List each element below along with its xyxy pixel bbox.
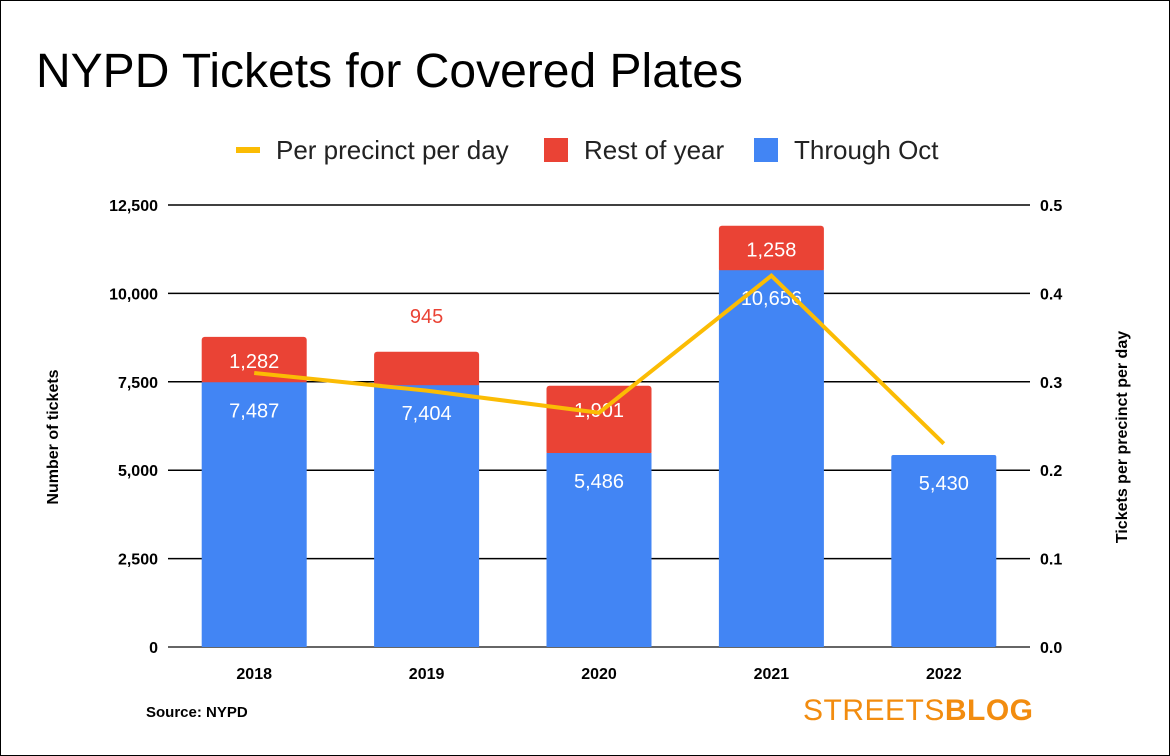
data-label-rest-of-year: 1,282 bbox=[229, 351, 279, 373]
legend-label: Rest of year bbox=[584, 135, 725, 165]
y2-tick-label: 0.2 bbox=[1040, 463, 1062, 480]
legend-swatch-line bbox=[236, 147, 260, 153]
x-tick-label: 2021 bbox=[754, 666, 790, 683]
data-label-rest-of-year: 1,258 bbox=[746, 240, 796, 262]
y2-tick-label: 0.1 bbox=[1040, 552, 1062, 569]
y-tick-label: 10,000 bbox=[109, 286, 158, 303]
y-tick-label: 0 bbox=[149, 640, 158, 657]
data-label-rest-of-year: 945 bbox=[410, 306, 443, 328]
legend-label: Through Oct bbox=[794, 135, 939, 165]
data-label-through-oct: 5,486 bbox=[574, 471, 624, 493]
y2-tick-label: 0.5 bbox=[1040, 198, 1062, 215]
bar-through-oct bbox=[891, 454, 997, 647]
logo-part2: BLOG bbox=[944, 694, 1034, 727]
data-label-through-oct: 7,487 bbox=[229, 400, 279, 422]
y-tick-label: 7,500 bbox=[118, 375, 158, 392]
bar-through-oct bbox=[546, 453, 652, 647]
data-label-through-oct: 5,430 bbox=[919, 473, 969, 495]
legend-label: Per precinct per day bbox=[276, 135, 509, 165]
data-label-through-oct: 7,404 bbox=[402, 403, 452, 425]
source-note: Source: NYPD bbox=[146, 704, 248, 721]
bar-rest-of-year bbox=[201, 336, 307, 385]
x-tick-label: 2019 bbox=[409, 666, 445, 683]
y2-tick-label: 0.3 bbox=[1040, 375, 1062, 392]
y2-tick-label: 0.0 bbox=[1040, 640, 1062, 657]
y-tick-label: 5,000 bbox=[118, 463, 158, 480]
x-tick-label: 2018 bbox=[236, 666, 272, 683]
bar-through-oct bbox=[374, 385, 480, 647]
bar-rest-of-year bbox=[718, 225, 824, 273]
y-tick-label: 2,500 bbox=[118, 552, 158, 569]
bar-rest-of-year bbox=[546, 385, 652, 456]
y-tick-label: 12,500 bbox=[109, 198, 158, 215]
y2-axis-label: Tickets per precinct per day bbox=[1114, 331, 1131, 543]
streetsblog-logo: STREETSBLOG bbox=[803, 694, 1034, 728]
x-tick-label: 2022 bbox=[926, 666, 962, 683]
bar-through-oct bbox=[201, 382, 307, 647]
bar-through-oct bbox=[718, 270, 824, 647]
x-tick-label: 2020 bbox=[581, 666, 617, 683]
y2-tick-label: 0.4 bbox=[1040, 286, 1062, 303]
bar-rest-of-year bbox=[374, 351, 480, 388]
data-label-through-oct: 10,656 bbox=[741, 288, 802, 310]
legend-swatch-through bbox=[754, 138, 778, 162]
logo-part1: STREETS bbox=[803, 694, 945, 727]
chart-title: NYPD Tickets for Covered Plates bbox=[36, 45, 743, 98]
y-axis-label: Number of tickets bbox=[45, 369, 62, 504]
legend-swatch-rest bbox=[544, 138, 568, 162]
